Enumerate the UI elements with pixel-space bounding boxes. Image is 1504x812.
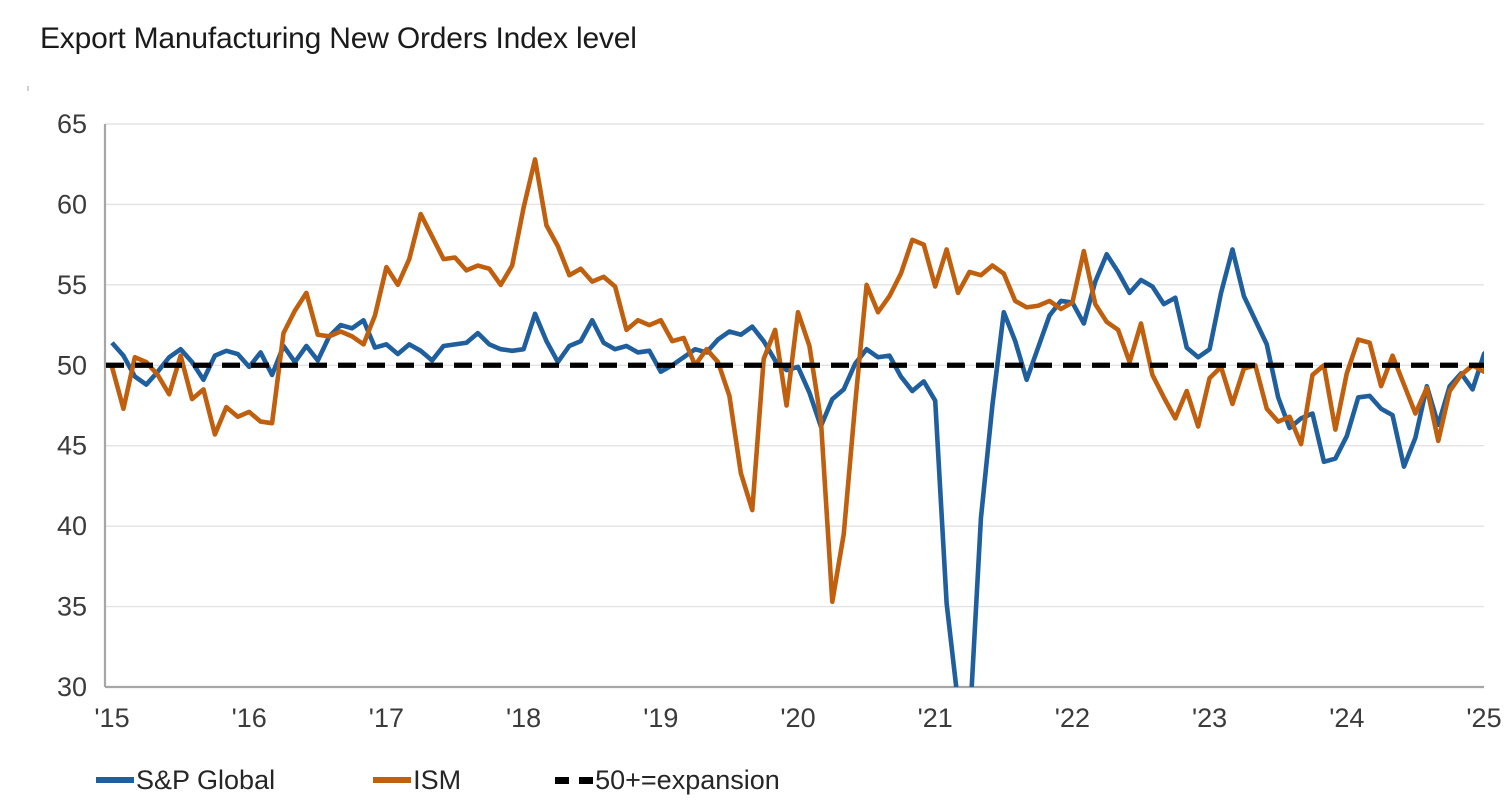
x-axis-tick-label: '20 (780, 703, 815, 733)
y-axis-tick-label: 40 (57, 511, 87, 541)
page-title: Export Manufacturing New Orders Index le… (40, 22, 637, 55)
data-series-group (109, 157, 1484, 687)
legend-item-sp-global[interactable]: S&P Global (96, 764, 276, 795)
y-axis-tick-label: 30 (57, 672, 87, 702)
series-line-ism (109, 157, 1484, 605)
chart-legend: S&P Global ISM 50+=expansion (96, 760, 780, 800)
x-axis-tick-label: '16 (232, 703, 267, 733)
legend-swatch-ism (373, 777, 412, 783)
legend-label-expansion-threshold: 50+=expansion (595, 764, 780, 795)
axis-lines-group (103, 124, 1484, 689)
x-axis-tick-label: '15 (94, 703, 129, 733)
x-axis-tick-label: '25 (1466, 703, 1501, 733)
stray-mark (27, 86, 29, 91)
gridlines-group (105, 123, 1484, 608)
y-axis-tick-label: 55 (57, 270, 87, 300)
y-axis-tick-label: 45 (57, 431, 87, 461)
x-axis-tick-label: '17 (369, 703, 404, 733)
x-axis-tick-label: '19 (643, 703, 678, 733)
series-line-s-p-global (110, 247, 1484, 687)
y-axis-tick-label: 35 (57, 592, 87, 622)
x-axis-tick-label: '18 (506, 703, 541, 733)
legend-swatch-expansion-threshold (555, 776, 594, 784)
legend-swatch-sp-global (96, 777, 134, 783)
x-axis-tick-label: '22 (1055, 703, 1090, 733)
x-axis-tick-label: '24 (1329, 703, 1364, 733)
x-axis-tick-label: '21 (918, 703, 953, 733)
y-axis-tick-label: 65 (57, 109, 87, 139)
legend-item-ism[interactable]: ISM (373, 764, 462, 795)
x-axis-tick-label: '23 (1192, 703, 1227, 733)
y-axis-labels-group: 30 35 40 45 50 55 60 65 (57, 109, 87, 702)
y-axis-tick-label: 60 (57, 189, 87, 219)
y-axis-tick-label: 50 (57, 350, 87, 380)
legend-item-expansion-threshold[interactable]: 50+=expansion (555, 764, 780, 795)
x-axis-labels-group: '15 '16 '17 '18 '19 '20 '21 '22 '23 '24 '25 (94, 703, 1501, 733)
legend-label-ism: ISM (413, 764, 462, 795)
legend-label-sp-global: S&P Global (136, 764, 276, 795)
